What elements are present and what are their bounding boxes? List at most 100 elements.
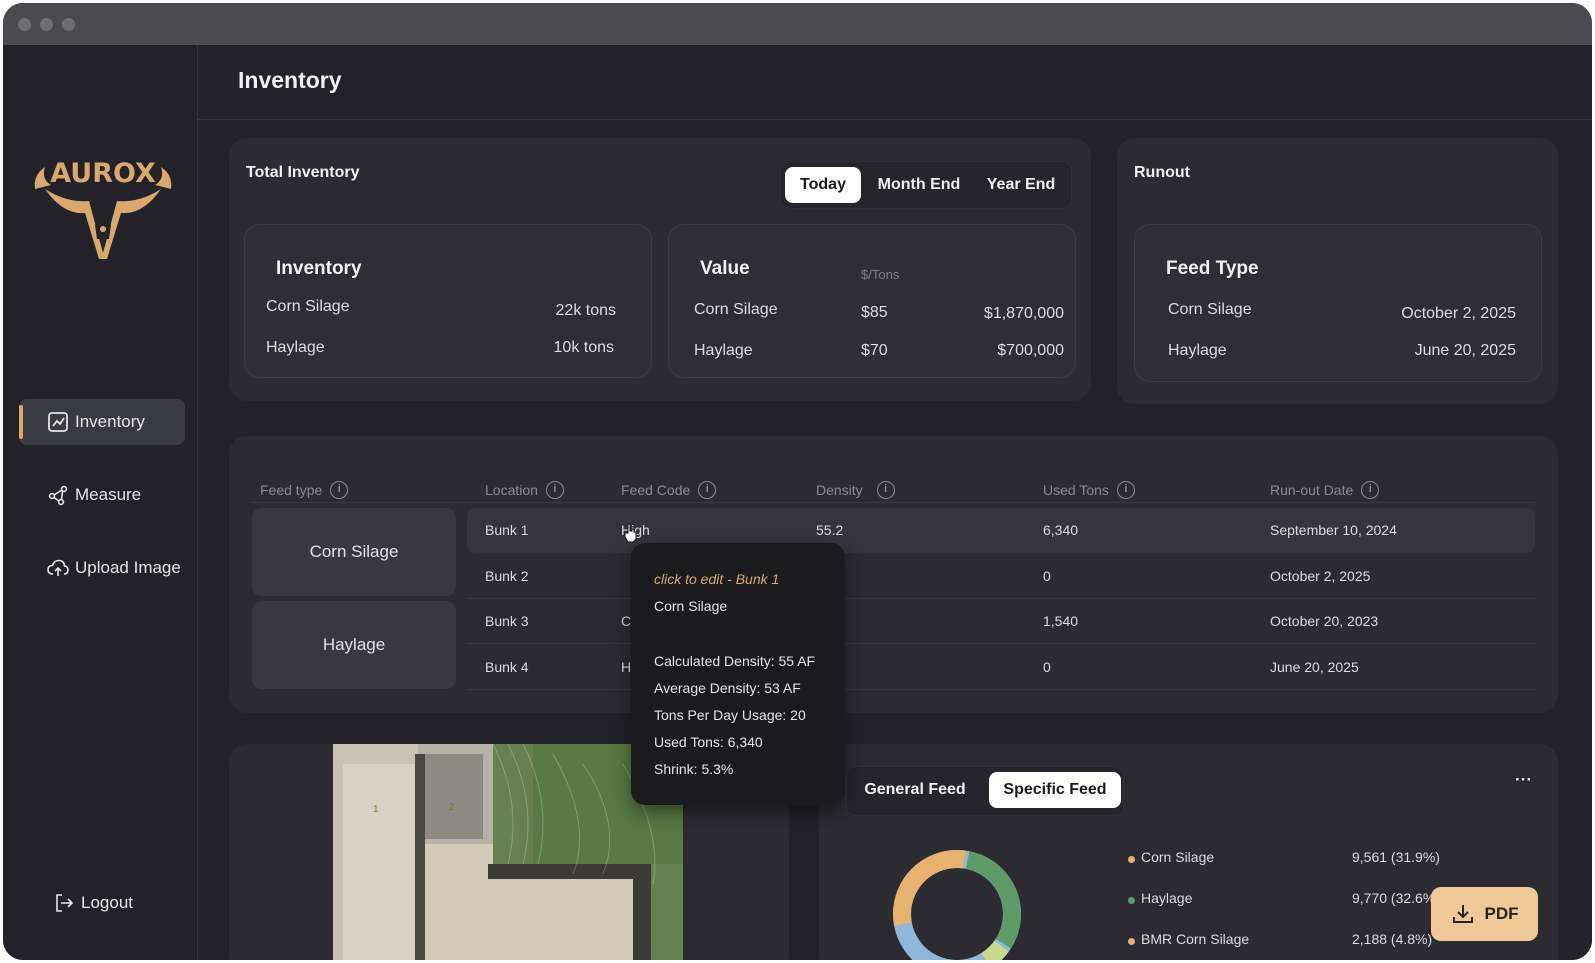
app-window: AUROX Inventory Measure	[3, 3, 1592, 960]
info-icon[interactable]: i	[330, 481, 349, 499]
legend-label: BMR Corn Silage	[1141, 931, 1250, 947]
inventory-card-heading: Inventory	[276, 258, 362, 279]
info-icon[interactable]: i	[545, 481, 564, 499]
cloud-upload-icon	[47, 559, 69, 576]
sidebar-item-label: Measure	[75, 485, 142, 504]
zoom-window-dot[interactable]	[62, 18, 75, 31]
aurox-logo: AUROX	[31, 145, 175, 265]
row-divider	[467, 643, 1535, 644]
runout-panel: Runout Feed Type Corn Silage October 2, …	[1117, 138, 1558, 404]
feed-chart-tabs: General Feed Specific Feed	[846, 766, 1124, 816]
runout-card: Feed Type Corn Silage October 2, 2025 Ha…	[1134, 224, 1542, 382]
close-window-dot[interactable]	[18, 18, 31, 31]
cell-used-tons: 0	[1043, 659, 1051, 675]
inventory-row-name: Haylage	[266, 339, 325, 356]
tab-month-end[interactable]: Month End	[877, 176, 961, 193]
donut-slice-haylage[interactable]	[893, 850, 1021, 960]
page-header: Inventory	[198, 45, 1592, 120]
tab-year-end[interactable]: Year End	[986, 176, 1056, 193]
feed-group-corn-silage[interactable]: Corn Silage	[252, 508, 456, 596]
minimize-window-dot[interactable]	[40, 18, 53, 31]
info-icon[interactable]: i	[876, 481, 895, 499]
inventory-row-name: Corn Silage	[266, 298, 350, 315]
inventory-row-amount: 22k tons	[555, 302, 616, 319]
legend-dot	[1128, 938, 1135, 945]
pdf-button-label: PDF	[1484, 904, 1519, 923]
legend-value: 2,188 (4.8%)	[1352, 931, 1433, 947]
value-row-price: $70	[861, 342, 888, 359]
tooltip-line: Shrink: 5.3%	[654, 761, 734, 777]
logout-label: Logout	[81, 893, 133, 912]
info-icon[interactable]: i	[1116, 481, 1135, 499]
value-card: Value $/Tons Corn Silage $85 $1,870,000 …	[668, 224, 1076, 378]
cell-runout-date: October 20, 2023	[1270, 613, 1379, 629]
legend-dot	[1128, 897, 1135, 904]
donut-slice-corn-silage[interactable]	[893, 850, 1021, 960]
column-header-density: Density i	[816, 481, 895, 499]
cell-used-tons: 0	[1043, 568, 1051, 584]
column-header-location: Location i	[485, 481, 564, 499]
tab-today[interactable]: Today	[785, 167, 861, 203]
cell-location: Bunk 3	[485, 613, 529, 629]
column-header-label: Run-out Date	[1270, 482, 1354, 498]
cell-density: 55.2	[816, 522, 844, 538]
info-icon[interactable]: i	[698, 481, 717, 499]
logout-icon	[56, 894, 74, 912]
column-header-label: Location	[485, 482, 538, 498]
sidebar-item-upload-image[interactable]: Upload Image	[19, 545, 185, 591]
period-tabs: Today Month End Year End	[780, 161, 1072, 209]
cell-used-tons: 1,540	[1043, 613, 1079, 629]
download-icon	[1452, 905, 1473, 923]
cell-location: Bunk 4	[485, 659, 529, 675]
value-row-name: Haylage	[694, 342, 753, 359]
sidebar-item-inventory[interactable]: Inventory	[19, 399, 185, 445]
table-header-divider	[251, 502, 1535, 503]
inventory-row-amount: 10k tons	[553, 339, 614, 356]
runout-row-date: October 2, 2025	[1401, 305, 1516, 322]
sidebar-item-measure[interactable]: Measure	[19, 472, 185, 518]
cell-runout-date: September 10, 2024	[1270, 522, 1397, 538]
column-header-used-tons: Used Tons i	[1043, 481, 1135, 499]
cell-used-tons: 6,340	[1043, 522, 1079, 538]
page-title: Inventory	[238, 67, 342, 93]
column-header-runout-date: Run-out Date i	[1270, 481, 1380, 499]
logout-button[interactable]: Logout	[19, 880, 185, 926]
map-marker-label: 2	[449, 802, 455, 813]
chart-icon	[48, 412, 68, 432]
tooltip-line: Average Density: 53 AF	[654, 680, 801, 696]
feed-group-haylage[interactable]: Haylage	[252, 601, 456, 689]
tooltip-feed-name: Corn Silage	[654, 598, 728, 614]
legend-value: 9,770 (32.6%	[1352, 890, 1436, 906]
row-divider	[467, 598, 1535, 599]
tooltip-line: Used Tons: 6,340	[654, 734, 763, 750]
value-card-heading: Value	[700, 258, 750, 279]
value-row-total: $1,870,000	[983, 305, 1064, 322]
cell-feed-code[interactable]: C	[621, 613, 632, 629]
legend-label: Haylage	[1141, 890, 1193, 906]
tab-specific-feed[interactable]: Specific Feed	[989, 772, 1121, 808]
cell-location: Bunk 2	[485, 568, 529, 584]
legend-value: 9,561 (31.9%)	[1352, 849, 1440, 865]
price-unit-label: $/Tons	[861, 267, 900, 282]
download-pdf-button[interactable]: PDF	[1431, 887, 1538, 941]
more-options-icon[interactable]: ···	[1515, 770, 1532, 789]
runout-row-name: Haylage	[1168, 342, 1227, 359]
cell-runout-date: June 20, 2025	[1270, 659, 1359, 675]
tab-general-feed[interactable]: General Feed	[864, 781, 966, 798]
info-icon[interactable]: i	[1361, 481, 1380, 499]
total-inventory-title: Total Inventory	[246, 164, 360, 181]
sidebar: AUROX Inventory Measure	[3, 45, 198, 960]
column-header-feed-type: Feed type i	[260, 481, 349, 499]
column-header-feed-code: Feed Code i	[621, 481, 717, 499]
hand-cursor-icon	[624, 523, 637, 543]
main-content: Inventory Total Inventory Today Month En…	[198, 45, 1592, 960]
runout-card-heading: Feed Type	[1166, 258, 1259, 279]
cell-feed-code[interactable]: H	[621, 659, 632, 675]
sidebar-item-label: Inventory	[75, 412, 145, 431]
legend-dot	[1128, 856, 1135, 863]
tooltip-edit-hint[interactable]: click to edit - Bunk 1	[654, 571, 780, 587]
legend-label: Corn Silage	[1141, 849, 1215, 865]
cell-location: Bunk 1	[485, 522, 529, 538]
brand-wordmark: AUROX	[50, 158, 156, 189]
sidebar-item-label: Upload Image	[75, 558, 181, 577]
